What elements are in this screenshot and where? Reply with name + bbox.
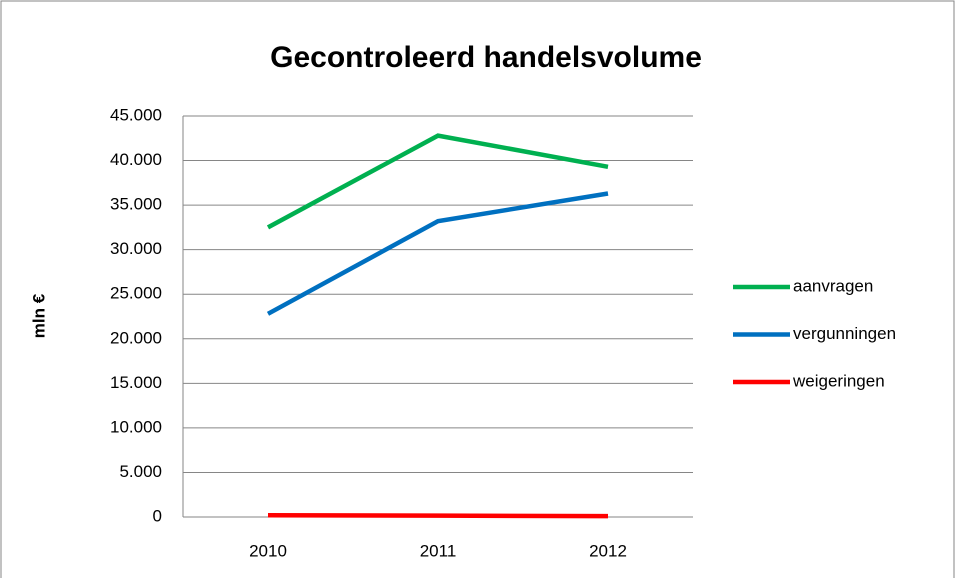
x-tick-label: 2012	[589, 541, 627, 560]
y-tick-label: 40.000	[110, 150, 162, 169]
y-tick-label: 20.000	[110, 328, 162, 347]
y-tick-label: 35.000	[110, 195, 162, 214]
legend-label: vergunningen	[793, 324, 896, 343]
y-tick-label: 0	[153, 506, 162, 525]
y-tick-label: 15.000	[110, 373, 162, 392]
y-tick-label: 45.000	[110, 105, 162, 124]
legend-label: aanvragen	[793, 276, 873, 295]
data-line	[266, 133, 609, 230]
y-tick-label: 25.000	[110, 284, 162, 303]
y-tick-label: 10.000	[110, 417, 162, 436]
legend-label: weigeringen	[792, 371, 885, 390]
y-tick-label: 30.000	[110, 239, 162, 258]
y-tick-label: 5.000	[119, 462, 162, 481]
y-axis-label: mln €	[29, 293, 48, 338]
data-line	[266, 191, 609, 316]
x-tick-label: 2011	[420, 541, 457, 560]
data-line	[267, 512, 609, 519]
chart-title: Gecontroleerd handelsvolume	[270, 41, 702, 74]
x-tick-label: 2010	[249, 541, 287, 560]
